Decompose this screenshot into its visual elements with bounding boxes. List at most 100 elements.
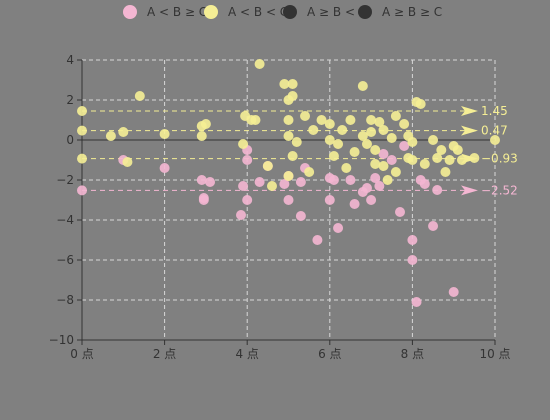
- data-point-series-1: [378, 149, 389, 159]
- data-point-series-1: [432, 185, 443, 195]
- data-point-series-1: [395, 207, 406, 217]
- data-point-series-1: [312, 235, 323, 245]
- data-point-series-2: [77, 153, 87, 164]
- mark-line-label: 1.45: [481, 104, 508, 118]
- y-tick-label: −8: [56, 293, 74, 307]
- data-point-series-2: [287, 151, 298, 161]
- data-point-series-2: [378, 161, 389, 171]
- mark-line-arrow: [461, 153, 478, 164]
- data-point-series-1: [205, 177, 216, 187]
- data-point-series-1: [283, 195, 294, 205]
- data-point-series-2: [324, 119, 335, 129]
- data-point-series-1: [159, 163, 170, 173]
- axes: 4 2 0 −2 −4 −6 −8 −100 点 2 点 4 点 6 点 8 点 10 点: [49, 53, 511, 361]
- data-point-series-1: [77, 185, 87, 196]
- data-point-series-1: [279, 179, 290, 189]
- data-point-series-1: [399, 141, 410, 151]
- data-point-series-2: [287, 91, 298, 101]
- data-point-series-1: [196, 175, 207, 185]
- data-point-series-1: [328, 175, 339, 185]
- x-tick-label: 0 点: [70, 347, 93, 361]
- data-point-series-2: [159, 129, 170, 139]
- data-point-series-2: [200, 119, 211, 129]
- data-point-series-2: [316, 115, 327, 125]
- data-point-series-2: [428, 135, 439, 145]
- data-point-series-2: [361, 139, 372, 149]
- data-point-series-2: [374, 117, 385, 127]
- data-point-series-2: [366, 115, 377, 125]
- data-point-series-1: [374, 181, 385, 191]
- data-point-series-1: [386, 155, 397, 165]
- legend-label[interactable]: A ≥ B < C: [307, 5, 367, 19]
- data-point-series-2: [324, 135, 335, 145]
- data-point-series-2: [118, 127, 129, 137]
- data-point-series-2: [304, 167, 315, 177]
- data-point-series-2: [440, 167, 451, 177]
- data-point-series-2: [254, 59, 265, 69]
- data-point-series-1: [238, 181, 249, 191]
- legend-marker[interactable]: [204, 5, 218, 19]
- data-point-series-2: [444, 155, 455, 165]
- data-point-series-2: [436, 145, 447, 155]
- data-points: [77, 59, 500, 307]
- legend-label[interactable]: A < B ≥ C: [147, 5, 207, 19]
- y-tick-label: −6: [56, 253, 74, 267]
- mark-line-arrow: [461, 106, 478, 116]
- data-point-series-1: [198, 195, 209, 205]
- x-tick-label: 8 点: [401, 347, 424, 361]
- legend-marker[interactable]: [283, 5, 297, 19]
- data-point-series-2: [196, 131, 207, 141]
- x-tick-label: 6 点: [318, 347, 341, 361]
- mark-line-arrow: [461, 125, 478, 136]
- data-point-series-2: [390, 111, 401, 121]
- mark-line-label: −0.93: [481, 152, 518, 166]
- data-point-series-1: [366, 195, 377, 205]
- data-point-series-1: [361, 183, 372, 193]
- data-point-series-2: [370, 145, 381, 155]
- data-point-series-2: [349, 147, 360, 157]
- data-point-series-2: [287, 79, 298, 89]
- y-tick-label: −10: [49, 333, 74, 347]
- data-point-series-2: [308, 125, 319, 135]
- data-point-series-1: [407, 255, 418, 265]
- data-point-series-2: [390, 167, 401, 177]
- data-point-series-2: [283, 115, 294, 125]
- data-point-series-2: [291, 137, 302, 147]
- legend-label[interactable]: A < B < C: [228, 5, 288, 19]
- data-point-series-1: [407, 235, 418, 245]
- legend-marker[interactable]: [358, 5, 372, 19]
- y-tick-label: −2: [56, 173, 74, 187]
- data-point-series-2: [490, 135, 500, 145]
- data-point-series-2: [419, 159, 430, 169]
- mark-line-labels: 1.45 0.47 −0.93 −2.52: [461, 104, 518, 197]
- data-point-series-2: [370, 159, 381, 169]
- data-point-series-2: [250, 115, 261, 125]
- y-tick-label: 4: [66, 53, 74, 67]
- data-point-series-1: [324, 195, 335, 205]
- data-point-series-2: [77, 125, 87, 136]
- data-point-series-2: [345, 115, 356, 125]
- data-point-series-2: [77, 106, 87, 116]
- data-point-series-1: [242, 155, 253, 165]
- data-point-series-2: [333, 139, 344, 149]
- data-point-series-1: [236, 210, 247, 220]
- data-point-series-2: [341, 163, 352, 173]
- data-point-series-1: [411, 297, 422, 307]
- legend-marker[interactable]: [123, 5, 137, 19]
- data-point-series-1: [428, 221, 439, 231]
- data-point-series-1: [349, 199, 360, 209]
- y-tick-label: −4: [56, 213, 74, 227]
- legend[interactable]: A < B ≥ C A < B < C A ≥ B < C A ≥ B ≥ C: [123, 5, 442, 19]
- data-point-series-1: [295, 177, 306, 187]
- data-point-series-2: [432, 153, 443, 163]
- data-point-series-2: [357, 81, 368, 91]
- x-tick-label: 10 点: [479, 347, 510, 361]
- data-point-series-2: [407, 155, 418, 165]
- data-point-series-2: [415, 99, 426, 109]
- y-tick-label: 2: [66, 93, 74, 107]
- data-point-series-1: [295, 211, 306, 221]
- data-point-series-2: [452, 145, 463, 155]
- legend-label[interactable]: A ≥ B ≥ C: [382, 5, 442, 19]
- data-point-series-2: [262, 161, 273, 171]
